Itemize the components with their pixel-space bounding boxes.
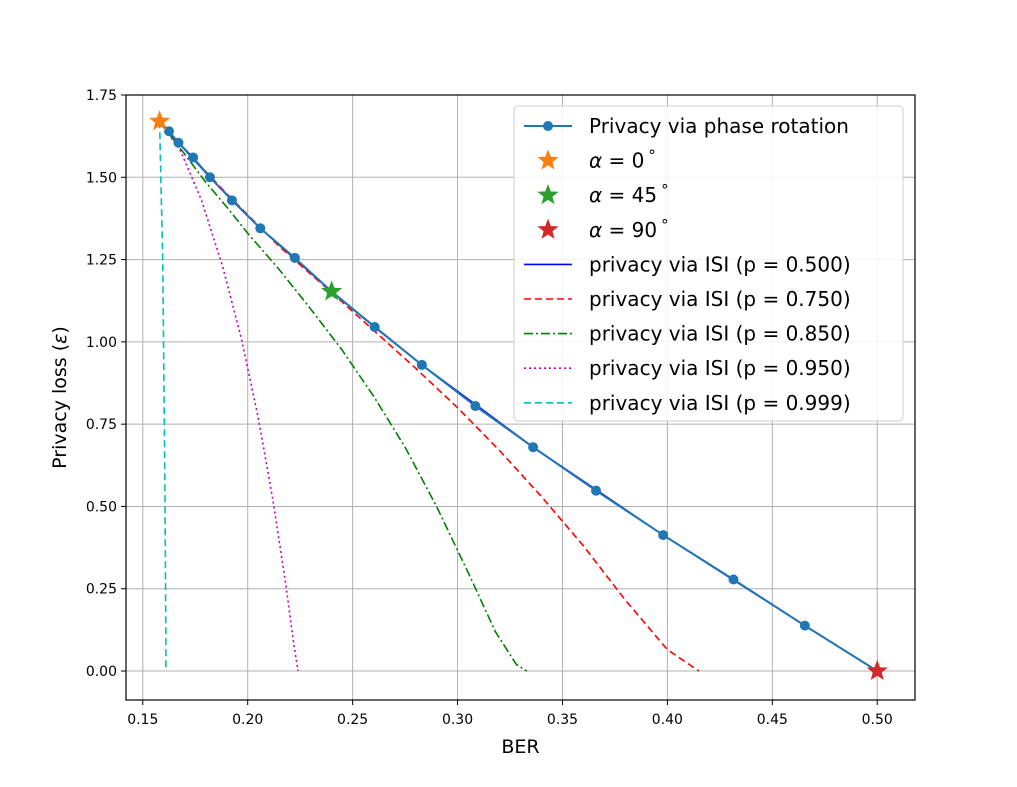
y-axis-label-suffix: ) xyxy=(49,326,71,333)
legend-entry: α = 0 ° xyxy=(537,147,656,173)
legend-label: privacy via ISI (p = 0.950) xyxy=(589,356,851,380)
legend-label: α = 90 ° xyxy=(589,216,669,242)
legend-entry: privacy via ISI (p = 0.850) xyxy=(524,322,851,346)
series-line xyxy=(158,120,528,672)
data-point xyxy=(173,137,184,148)
data-point xyxy=(728,574,739,585)
x-axis-label: BER xyxy=(501,736,539,758)
y-tick-label: 0.00 xyxy=(86,664,117,680)
y-tick-label: 1.50 xyxy=(86,170,117,186)
star-marker xyxy=(321,280,343,301)
star-marker xyxy=(148,110,171,131)
legend-entry: privacy via ISI (p = 0.750) xyxy=(524,287,851,311)
legend-label-symbol: α xyxy=(589,183,602,207)
legend-label: privacy via ISI (p = 0.999) xyxy=(589,391,851,415)
data-point xyxy=(226,195,237,206)
data-point xyxy=(289,252,300,263)
legend-entry: Privacy via phase rotation xyxy=(524,114,849,138)
series-6 xyxy=(158,120,528,672)
legend-label-value: = 45 xyxy=(602,183,657,207)
legend-star-marker xyxy=(537,218,559,239)
legend-entry: α = 45 ° xyxy=(537,181,669,207)
y-axis-label-prefix: Privacy loss ( xyxy=(49,344,71,469)
legend-label: Privacy via phase rotation xyxy=(589,114,849,138)
legend-star-marker xyxy=(537,149,559,170)
x-tick-label: 0.15 xyxy=(127,712,158,728)
legend-label-value: = 90 xyxy=(602,218,657,242)
legend-label-value: = 0 xyxy=(602,149,644,173)
legend-label-symbol: α xyxy=(589,218,602,242)
x-tick-label: 0.40 xyxy=(652,712,683,728)
legend-entry: privacy via ISI (p = 0.950) xyxy=(524,356,851,380)
y-tick-label: 1.00 xyxy=(86,335,117,351)
y-tick-label: 0.50 xyxy=(86,499,117,515)
y-tick-label: 0.25 xyxy=(86,582,117,598)
data-point xyxy=(658,530,669,541)
data-point xyxy=(470,401,481,412)
legend-star-marker xyxy=(537,184,559,205)
series-3 xyxy=(866,659,888,681)
legend-entry: α = 90 ° xyxy=(537,216,669,242)
legend-label: privacy via ISI (p = 0.750) xyxy=(589,287,851,311)
data-point xyxy=(164,126,175,137)
y-axis-label-symbol: ε xyxy=(49,334,71,344)
legend-label-symbol: α xyxy=(589,149,602,173)
legend-entry: privacy via ISI (p = 0.999) xyxy=(524,391,851,415)
data-point xyxy=(591,485,602,496)
y-tick-label: 0.75 xyxy=(86,417,117,433)
y-axis-ticks: 0.00 0.25 0.50 0.75 1.00 1.25 1.50 1.75 xyxy=(86,88,126,680)
x-tick-label: 0.30 xyxy=(442,712,473,728)
legend-label: α = 45 ° xyxy=(589,181,669,207)
plot-frame xyxy=(125,94,916,701)
y-tick-label: 1.75 xyxy=(86,88,117,104)
series-8 xyxy=(158,121,167,672)
y-axis-label: Privacy loss (ε) xyxy=(49,326,71,469)
x-tick-label: 0.50 xyxy=(862,712,893,728)
data-point xyxy=(416,359,427,370)
x-tick-label: 0.25 xyxy=(337,712,368,728)
legend-label-unit: ° xyxy=(661,181,669,199)
legend-label: α = 0 ° xyxy=(589,147,656,173)
series-1 xyxy=(148,110,171,131)
y-tick-label: 1.25 xyxy=(86,253,117,269)
x-tick-label: 0.35 xyxy=(547,712,578,728)
legend-label-unit: ° xyxy=(648,147,656,165)
legend-label: privacy via ISI (p = 0.500) xyxy=(589,252,851,276)
legend-label: privacy via ISI (p = 0.850) xyxy=(589,322,851,346)
data-point xyxy=(799,620,810,631)
x-axis-ticks: 0.15 0.20 0.25 0.30 0.35 0.40 0.45 0.50 xyxy=(127,700,893,728)
series-layer xyxy=(148,110,888,681)
legend-box xyxy=(513,105,904,422)
data-point xyxy=(188,152,199,163)
series-line xyxy=(158,121,167,672)
data-point xyxy=(255,223,266,234)
legend-label-unit: ° xyxy=(661,216,669,234)
star-marker xyxy=(866,659,888,681)
series-2 xyxy=(321,280,343,301)
data-point xyxy=(528,442,539,453)
legend-entry: privacy via ISI (p = 0.500) xyxy=(524,252,851,276)
data-point xyxy=(369,322,380,333)
legend-marker-sample xyxy=(543,121,553,131)
x-tick-label: 0.20 xyxy=(232,712,263,728)
x-tick-label: 0.45 xyxy=(757,712,788,728)
data-point xyxy=(204,172,215,183)
